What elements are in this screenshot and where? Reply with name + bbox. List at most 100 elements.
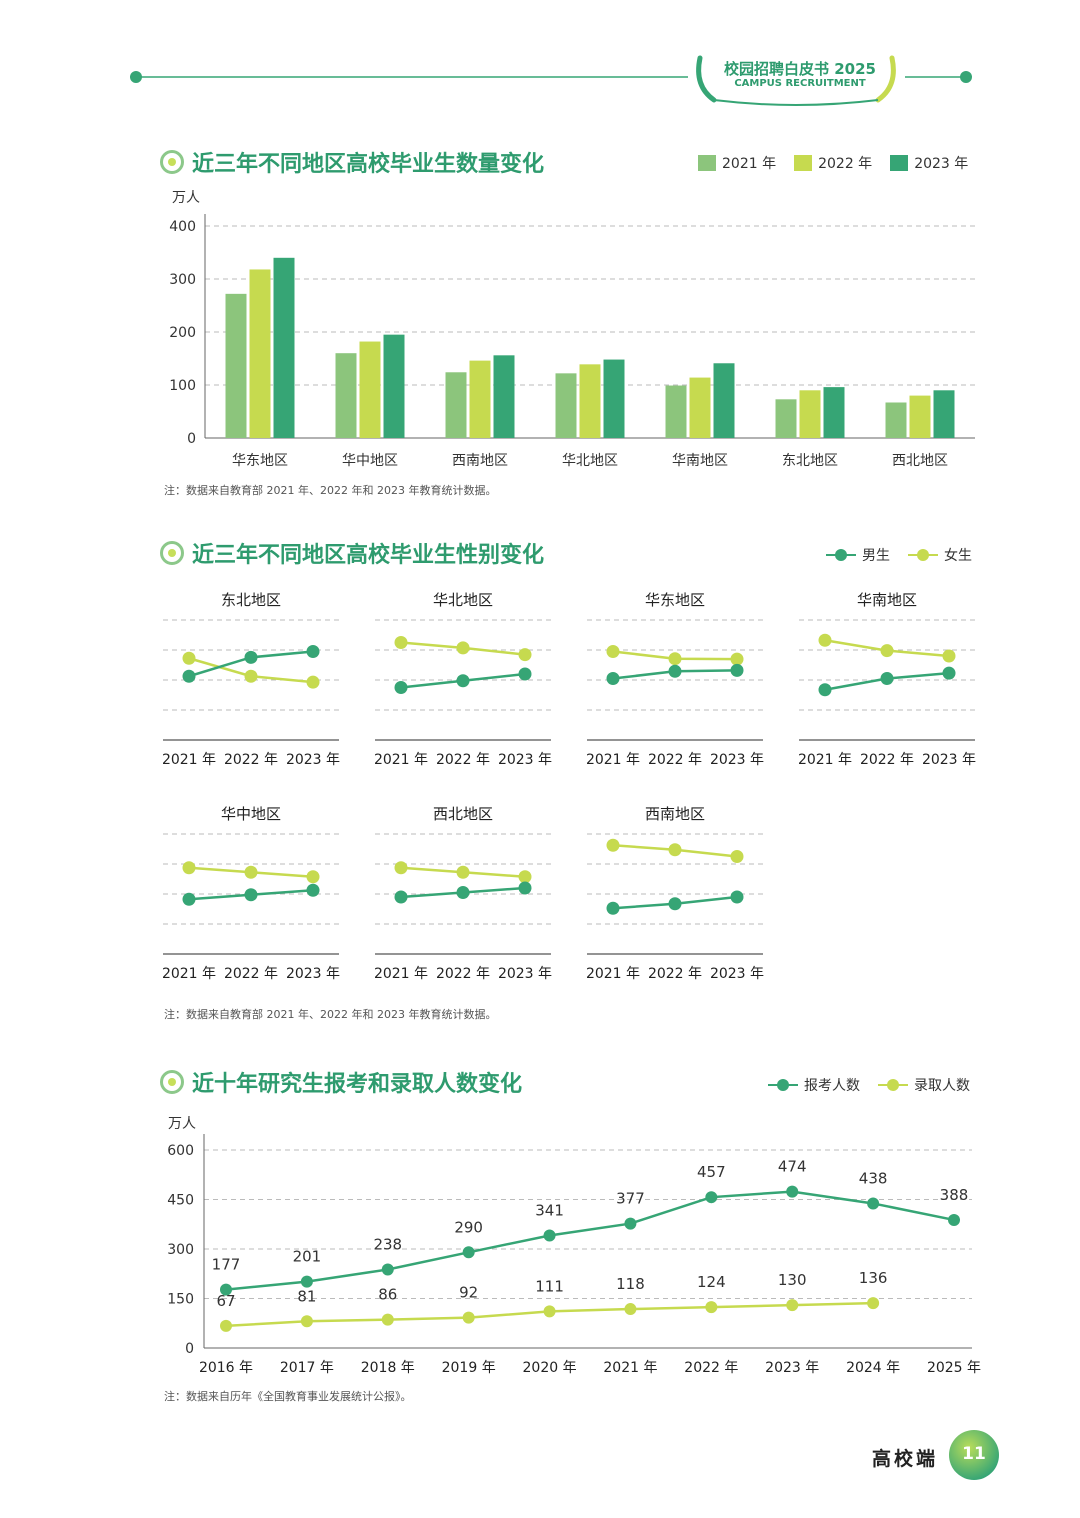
- series-point-1: [786, 1299, 799, 1312]
- x-tick-label: 2024 年: [846, 1360, 900, 1376]
- series-point-0: [705, 1191, 718, 1204]
- male-point: [606, 901, 620, 915]
- data-label: 124: [697, 1273, 726, 1291]
- female-point: [942, 649, 956, 663]
- male-point: [668, 897, 682, 911]
- data-label: 86: [378, 1286, 397, 1304]
- male-point: [668, 664, 682, 678]
- male-point: [306, 883, 320, 897]
- grad-line-chart: 万人 0 150 300 450 600 177 201 238 290 341 377 457 474 4…: [167, 1116, 981, 1376]
- header-decoration: [130, 55, 972, 106]
- section3-heading: 近十年研究生报考和录取人数变化: [160, 1066, 522, 1098]
- x-tick-label: 东北地区: [782, 453, 838, 469]
- male-point: [394, 681, 408, 694]
- bar: [383, 334, 405, 438]
- bar: [909, 395, 931, 438]
- data-label: 111: [535, 1277, 564, 1295]
- x-tick-label: 华南地区: [672, 453, 728, 469]
- male-point: [606, 672, 620, 685]
- legend-swatch-2022: [794, 155, 813, 171]
- female-point: [518, 648, 532, 662]
- male-point: [394, 890, 408, 904]
- x-tick-label: 2023 年: [286, 966, 340, 982]
- series-point-1: [462, 1311, 475, 1324]
- bar: [603, 359, 625, 438]
- x-tick-label: 华中地区: [342, 453, 398, 469]
- series-point-0: [462, 1246, 475, 1259]
- female-point: [606, 645, 620, 658]
- bar: [713, 363, 735, 438]
- x-tick-label: 2022 年: [436, 752, 490, 768]
- header-subtitle: CAMPUS RECRUITMENT: [734, 78, 866, 89]
- legend-item-female: 女生: [908, 545, 972, 565]
- x-tick-label: 2023 年: [710, 752, 764, 768]
- bar: [933, 390, 955, 438]
- page-number-badge: 11: [949, 1430, 999, 1480]
- data-label: 457: [697, 1163, 726, 1181]
- y-axis-unit: 万人: [168, 1116, 196, 1132]
- x-tick-label: 2021 年: [162, 752, 216, 768]
- bar: [885, 402, 907, 438]
- section1-heading: 近三年不同地区高校毕业生数量变化: [160, 146, 544, 178]
- y-axis-unit: 万人: [172, 190, 200, 206]
- footer-label: 高校端: [872, 1448, 939, 1470]
- series-point-1: [705, 1301, 718, 1314]
- male-point: [880, 672, 894, 685]
- section-bullet-icon: [160, 1070, 184, 1094]
- section2-note: 注：数据来自教育部 2021 年、2022 年和 2023 年教育统计数据。: [164, 1008, 497, 1021]
- data-label: 136: [859, 1269, 888, 1287]
- male-point: [518, 667, 532, 681]
- male-point: [182, 892, 196, 906]
- female-point: [730, 652, 744, 666]
- x-tick-label: 2021 年: [374, 752, 428, 768]
- bar: [273, 257, 295, 438]
- male-point: [456, 886, 470, 899]
- x-tick-label: 2021 年: [603, 1360, 657, 1376]
- y-tick-label: 200: [169, 325, 196, 341]
- legend-label-2022: 2022 年: [818, 156, 873, 172]
- section1-title: 近三年不同地区高校毕业生数量变化: [192, 152, 545, 177]
- female-point: [730, 850, 744, 863]
- data-label: 67: [216, 1292, 235, 1310]
- series-point-1: [300, 1315, 313, 1328]
- x-tick-label: 2023 年: [286, 752, 340, 768]
- legend-swatch-2023: [890, 155, 909, 171]
- series-point-0: [867, 1197, 880, 1210]
- x-tick-label: 2022 年: [648, 966, 702, 982]
- legend-line-apply: [768, 1079, 798, 1091]
- x-tick-label: 华东地区: [232, 453, 288, 469]
- female-point: [456, 865, 470, 879]
- female-point: [182, 861, 196, 875]
- header-title: 校园招聘白皮书 2025: [724, 60, 876, 78]
- male-point: [456, 674, 470, 688]
- section2-heading: 近三年不同地区高校毕业生性别变化: [160, 537, 544, 569]
- legend-item-male: 男生: [826, 545, 890, 565]
- x-tick-label: 2016 年: [199, 1360, 253, 1376]
- section2-title: 近三年不同地区高校毕业生性别变化: [192, 543, 545, 568]
- series-point-1: [543, 1305, 556, 1318]
- gender-legend: 男生 女生: [826, 545, 972, 565]
- male-point: [518, 881, 532, 895]
- section-bullet-icon: [160, 150, 184, 174]
- data-label: 341: [535, 1201, 564, 1219]
- data-label: 238: [373, 1235, 402, 1253]
- female-point: [394, 861, 408, 875]
- series-point-0: [624, 1217, 637, 1230]
- section1-note: 注：数据来自教育部 2021 年、2022 年和 2023 年教育统计数据。: [164, 484, 497, 497]
- data-label: 81: [297, 1287, 316, 1305]
- data-label: 388: [940, 1186, 969, 1204]
- bar: [665, 385, 687, 438]
- legend-swatch-2021: [698, 155, 716, 171]
- bar: [469, 360, 491, 438]
- x-tick-label: 2021 年: [586, 966, 640, 982]
- male-point: [730, 663, 744, 677]
- series-point-1: [220, 1319, 232, 1332]
- male-point: [306, 645, 320, 658]
- legend-line-female: [908, 549, 938, 561]
- x-tick-label: 2020 年: [523, 1360, 577, 1376]
- y-tick-label: 300: [169, 272, 196, 288]
- data-label: 438: [859, 1169, 888, 1187]
- x-tick-label: 2023 年: [710, 966, 764, 982]
- x-tick-label: 2021 年: [798, 752, 852, 768]
- panel-title: 华中地区: [221, 805, 281, 823]
